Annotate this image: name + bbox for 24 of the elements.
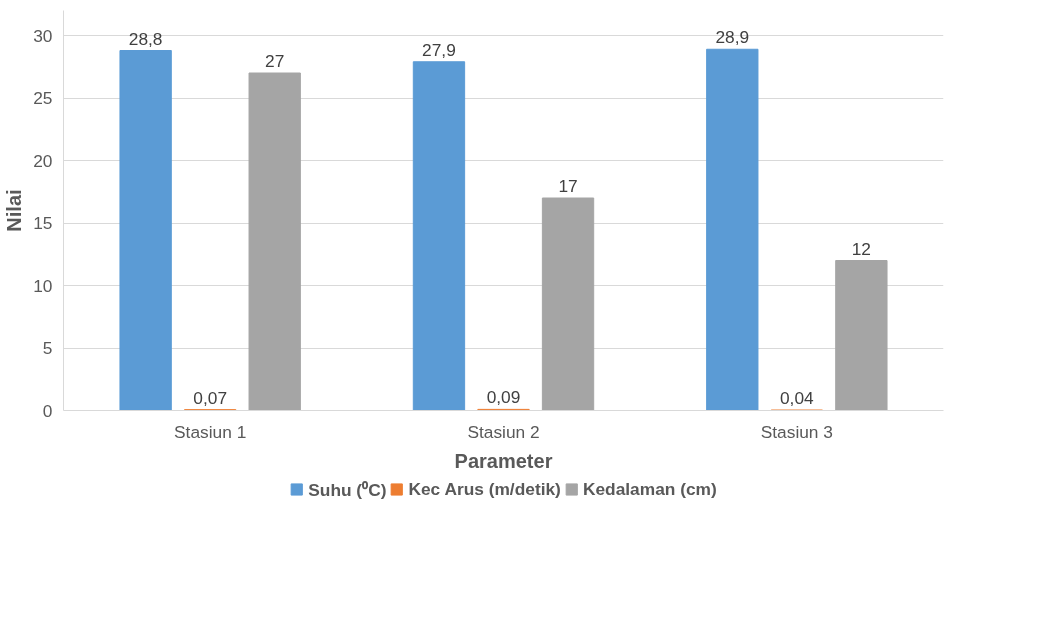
data-label: 0,09: [486, 387, 521, 408]
data-label: 0,07: [193, 387, 228, 408]
data-label: 28,9: [715, 27, 750, 48]
y-axis-title: Nilai: [3, 189, 26, 232]
y-tick-label: 10: [33, 275, 53, 296]
y-tick-label: 5: [42, 338, 53, 358]
y-tick-label: 0: [42, 400, 53, 421]
data-label: 27: [265, 51, 285, 71]
legend-label: Kedalaman (cm): [582, 478, 717, 500]
data-label: 12: [851, 238, 872, 259]
data-label: 17: [558, 176, 578, 196]
x-axis-title: Parameter: [454, 449, 553, 472]
legend-label: Kec Arus (m/detik): [408, 478, 561, 500]
y-tick-label: 25: [33, 88, 53, 108]
y-tick-label: 15: [33, 213, 53, 233]
data-label: 27,9: [422, 39, 456, 60]
legend-label: Suhu (⁰C): [308, 479, 387, 501]
data-label: 28,8: [128, 28, 163, 49]
x-tick-label: Stasiun 2: [467, 421, 540, 442]
y-tick-label: 30: [33, 25, 53, 46]
x-tick-label: Stasiun 1: [174, 421, 247, 442]
x-tick-label: Stasiun 3: [760, 421, 833, 442]
data-label: 0,04: [779, 388, 815, 408]
y-tick-label: 20: [33, 150, 53, 171]
